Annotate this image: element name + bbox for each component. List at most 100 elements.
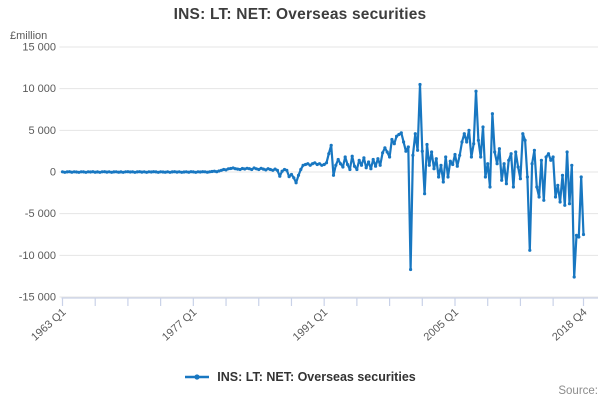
data-point-marker (189, 170, 193, 174)
legend-item-overseas-securities[interactable]: INS: LT: NET: Overseas securities (184, 370, 416, 384)
data-point-marker (299, 167, 303, 172)
data-point-marker (581, 232, 586, 237)
data-point-marker (577, 235, 581, 239)
data-point-marker (88, 170, 93, 174)
y-tick-label: -5 000 (25, 208, 56, 220)
data-point-marker (532, 148, 537, 152)
legend-item-label: INS: LT: NET: Overseas securities (217, 370, 416, 384)
data-point-marker (243, 167, 247, 171)
data-point-marker (509, 152, 513, 156)
data-point-marker (404, 149, 408, 153)
data-point-marker (378, 163, 382, 167)
data-point-marker (173, 170, 177, 174)
y-tick-label: 15 000 (22, 42, 56, 54)
data-point-marker (574, 233, 579, 237)
data-point-marker (423, 192, 427, 196)
data-point-marker (278, 174, 282, 178)
data-point-marker (345, 162, 350, 167)
data-point-marker (476, 138, 480, 142)
data-point-marker (406, 145, 410, 149)
data-point-marker (385, 150, 389, 154)
chart-title: INS: LT: NET: Overseas securities (173, 6, 427, 23)
data-point-marker (523, 138, 527, 142)
data-point-marker (329, 143, 333, 147)
data-point-marker (465, 140, 469, 144)
data-point-marker (579, 175, 583, 179)
data-point-marker (560, 173, 565, 177)
data-point-marker (362, 156, 366, 160)
data-point-marker (254, 167, 258, 171)
x-tick-label: 1991 Q1 (291, 306, 330, 343)
data-point-marker (170, 170, 174, 174)
data-point-marker (133, 170, 137, 174)
data-point-marker (402, 140, 406, 144)
data-point-marker (308, 163, 312, 167)
data-point-marker (518, 177, 523, 181)
data-point-marker (296, 173, 301, 177)
data-point-marker (331, 173, 336, 177)
data-point-marker (203, 170, 207, 174)
x-tick-label: 2005 Q1 (422, 306, 461, 343)
data-point-marker (159, 170, 163, 174)
data-point-marker (334, 163, 338, 167)
data-point-marker (474, 89, 478, 93)
data-point-marker (558, 200, 562, 204)
data-point-marker (416, 148, 420, 152)
data-point-marker (525, 175, 530, 179)
data-point-marker (224, 168, 228, 172)
data-point-marker (81, 170, 86, 174)
data-point-marker (425, 142, 429, 147)
data-point-marker (352, 164, 357, 168)
data-point-marker (537, 195, 541, 199)
series-line (61, 83, 585, 279)
data-point-marker (448, 159, 452, 163)
y-tick-label: 10 000 (22, 83, 56, 95)
data-point-marker (446, 175, 450, 179)
x-tick-label: 1963 Q1 (29, 306, 68, 343)
data-point-marker (63, 170, 67, 174)
data-point-marker (152, 170, 156, 174)
data-point-marker (483, 175, 487, 179)
data-point-marker (500, 178, 504, 182)
data-point-marker (397, 132, 401, 137)
data-point-marker (236, 167, 240, 171)
data-point-marker (504, 182, 508, 186)
data-point-marker (74, 170, 79, 174)
data-point-marker (121, 170, 125, 174)
y-axis-unit-label: £million (10, 30, 48, 42)
data-point-marker (294, 181, 298, 185)
data-point-marker (369, 167, 373, 171)
data-point-marker (430, 150, 434, 154)
data-point-marker (486, 162, 490, 166)
data-point-marker (388, 155, 392, 159)
data-point-marker (100, 170, 104, 174)
data-point-marker (549, 158, 553, 162)
data-point-marker (324, 161, 329, 165)
data-point-marker (420, 149, 424, 153)
data-point-marker (196, 170, 200, 174)
data-point-marker (166, 170, 170, 174)
data-point-marker (86, 170, 90, 174)
data-point-marker (490, 112, 494, 116)
data-point-marker (376, 157, 380, 161)
data-point-marker (565, 150, 569, 154)
data-point-marker (521, 132, 525, 136)
data-point-marker (460, 140, 464, 144)
data-point-marker (462, 132, 466, 136)
data-point-marker (341, 165, 345, 169)
data-point-marker (107, 170, 111, 174)
data-point-marker (497, 147, 501, 151)
data-point-marker (479, 155, 483, 159)
data-point-marker (546, 152, 551, 156)
data-point-marker (336, 157, 340, 162)
data-point-marker (451, 162, 455, 167)
data-point-marker (516, 165, 520, 169)
data-point-marker (427, 163, 431, 167)
x-tick-label: 1977 Q1 (160, 306, 199, 343)
data-point-marker (411, 153, 415, 157)
data-point-marker (381, 151, 385, 155)
data-point-marker (327, 152, 331, 156)
data-point-marker (488, 185, 492, 189)
data-point-marker (317, 162, 322, 166)
data-point-marker (191, 170, 195, 174)
